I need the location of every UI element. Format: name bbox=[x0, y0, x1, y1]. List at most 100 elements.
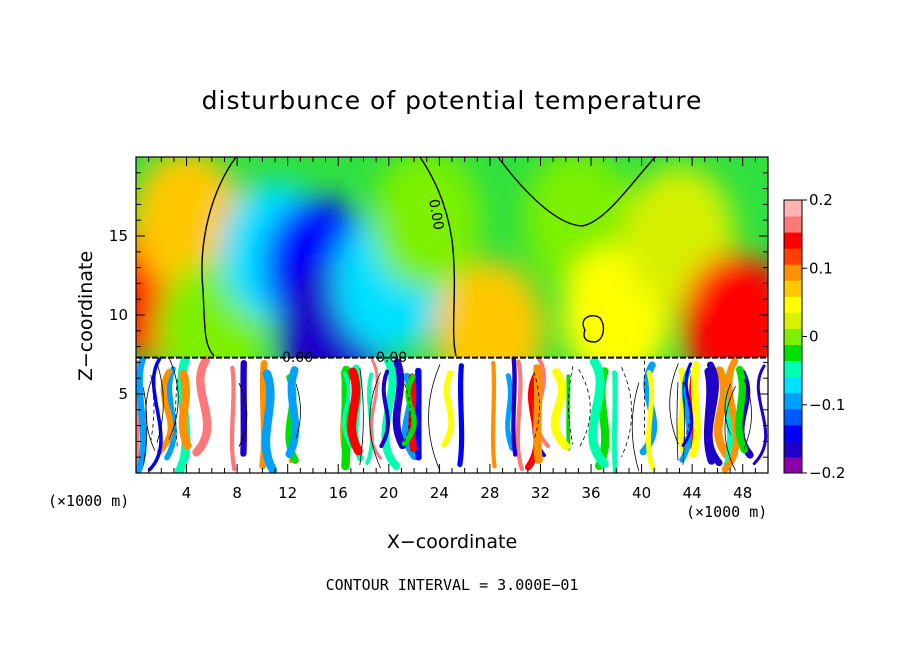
x-tick-label: 44 bbox=[683, 484, 702, 502]
y-tick-label: 10 bbox=[109, 306, 128, 324]
colorbar-segment bbox=[784, 424, 802, 442]
colorbar-segment bbox=[784, 248, 802, 265]
x-tick-label: 32 bbox=[531, 484, 550, 502]
turbulent-contour bbox=[631, 382, 640, 472]
turbulent-contour bbox=[743, 378, 752, 450]
turbulent-contour bbox=[145, 371, 156, 451]
turbulent-contour bbox=[359, 367, 364, 466]
turbulent-streak bbox=[379, 369, 391, 449]
turbulent-streak bbox=[735, 365, 748, 454]
colorbar-segment bbox=[784, 360, 802, 378]
turbulent-streak bbox=[192, 356, 212, 457]
turbulent-streak bbox=[156, 368, 174, 455]
zero-contour-blob bbox=[582, 314, 605, 343]
contour-label-group: 0.00 0.00 0.00 bbox=[282, 198, 446, 366]
turbulent-streak bbox=[229, 365, 237, 472]
turbulent-contour bbox=[369, 372, 381, 469]
turbulent-streak bbox=[588, 357, 609, 469]
colorbar-tick-label: −0.2 bbox=[809, 464, 845, 482]
y-tick-label: 15 bbox=[109, 227, 128, 245]
turbulent-streak bbox=[457, 363, 465, 468]
x-tick-label: 4 bbox=[182, 484, 192, 502]
turbulent-contour bbox=[156, 362, 164, 443]
colorbar-tick-label: −0.1 bbox=[809, 396, 845, 414]
x-tick-label: 20 bbox=[379, 484, 398, 502]
turbulent-streak bbox=[342, 371, 354, 449]
turbulent-streak bbox=[178, 369, 192, 450]
turbulent-streak bbox=[689, 360, 701, 459]
colorbar-segment bbox=[784, 344, 802, 362]
x-unit-label-left: (×1000 m) bbox=[48, 492, 130, 510]
colorbar-segment bbox=[784, 200, 802, 217]
turbulent-streak bbox=[164, 366, 177, 461]
colorbar-segment bbox=[784, 376, 802, 394]
turbulent-streak bbox=[505, 373, 515, 451]
colorbar-segment bbox=[784, 440, 802, 458]
x-tick-label: 16 bbox=[329, 484, 348, 502]
turbulent-streak bbox=[511, 356, 518, 457]
colorbar: 0.2 0.1 0 −0.1 −0.2 bbox=[783, 191, 845, 482]
colorbar-segment bbox=[784, 232, 802, 249]
colorbar-segment bbox=[784, 392, 802, 410]
turbulent-contour bbox=[404, 383, 411, 442]
turbulent-contour bbox=[682, 382, 685, 465]
turbulent-contour bbox=[142, 387, 148, 465]
turbulent-streak bbox=[441, 370, 455, 448]
colorbar-tick-label: 0 bbox=[809, 328, 819, 346]
x-tick-label: 48 bbox=[733, 484, 752, 502]
colorbar-segment bbox=[784, 408, 802, 426]
field-region bbox=[371, 157, 482, 291]
zero-contours bbox=[201, 157, 656, 357]
turbulent-streak bbox=[392, 358, 407, 450]
turbulent-contour bbox=[533, 371, 540, 441]
x-tick-label: 28 bbox=[480, 484, 499, 502]
x-tick-label: 12 bbox=[278, 484, 297, 502]
turbulent-streak bbox=[550, 368, 571, 451]
y-tick-label: 5 bbox=[118, 385, 128, 403]
turbulent-layer bbox=[136, 354, 768, 473]
turbulent-contour bbox=[168, 357, 179, 440]
x-tick-label: 36 bbox=[581, 484, 600, 502]
contour-label: 0.00 bbox=[376, 350, 407, 366]
turbulent-contour bbox=[238, 382, 248, 447]
colorbar-segment bbox=[784, 328, 802, 346]
chart-title: disturbunce of potential temperature bbox=[201, 86, 703, 115]
colorbar-segment bbox=[784, 280, 802, 297]
colorbar-segment bbox=[784, 296, 802, 313]
turbulent-contour bbox=[676, 382, 679, 461]
turbulent-streak bbox=[645, 370, 656, 472]
zero-contour-mid bbox=[419, 157, 457, 357]
turbulent-streak bbox=[721, 357, 740, 473]
colorbar-tick-label: 0.1 bbox=[809, 259, 833, 277]
turbulent-contour bbox=[669, 363, 679, 445]
turbulent-contour bbox=[428, 364, 441, 471]
x-axis-label: X−coordinate bbox=[387, 531, 517, 553]
colorbar-segment bbox=[784, 264, 802, 281]
turbulent-streak bbox=[490, 360, 497, 469]
x-axis: 4 8 12 16 20 24 28 32 36 40 44 48 bbox=[148, 157, 756, 502]
colorbar-segment bbox=[784, 456, 802, 474]
turbulent-contour bbox=[683, 382, 691, 441]
colorbar-segment bbox=[784, 216, 802, 233]
turbulent-streak bbox=[369, 358, 383, 460]
turbulent-streak bbox=[285, 366, 300, 459]
turbulent-streak bbox=[752, 364, 768, 466]
turbulent-contour bbox=[621, 367, 633, 458]
turbulent-streak bbox=[533, 364, 543, 464]
turbulent-streak bbox=[611, 370, 618, 473]
x-tick-label: 24 bbox=[430, 484, 449, 502]
turbulent-contour bbox=[150, 374, 155, 441]
contour-label: 0.00 bbox=[282, 350, 313, 366]
turbulent-streak bbox=[136, 355, 147, 473]
turbulent-contour bbox=[295, 383, 301, 439]
turbulent-streak bbox=[515, 359, 524, 472]
contour-label: 0.00 bbox=[425, 198, 446, 231]
turbulent-streak bbox=[401, 374, 417, 447]
turbulent-streak bbox=[147, 357, 163, 472]
zero-contour-left bbox=[201, 157, 237, 357]
turbulent-streak bbox=[261, 369, 278, 473]
field-region bbox=[136, 157, 242, 291]
turbulent-streak bbox=[713, 366, 732, 460]
y-axis-label: Z−coordinate bbox=[75, 251, 97, 381]
